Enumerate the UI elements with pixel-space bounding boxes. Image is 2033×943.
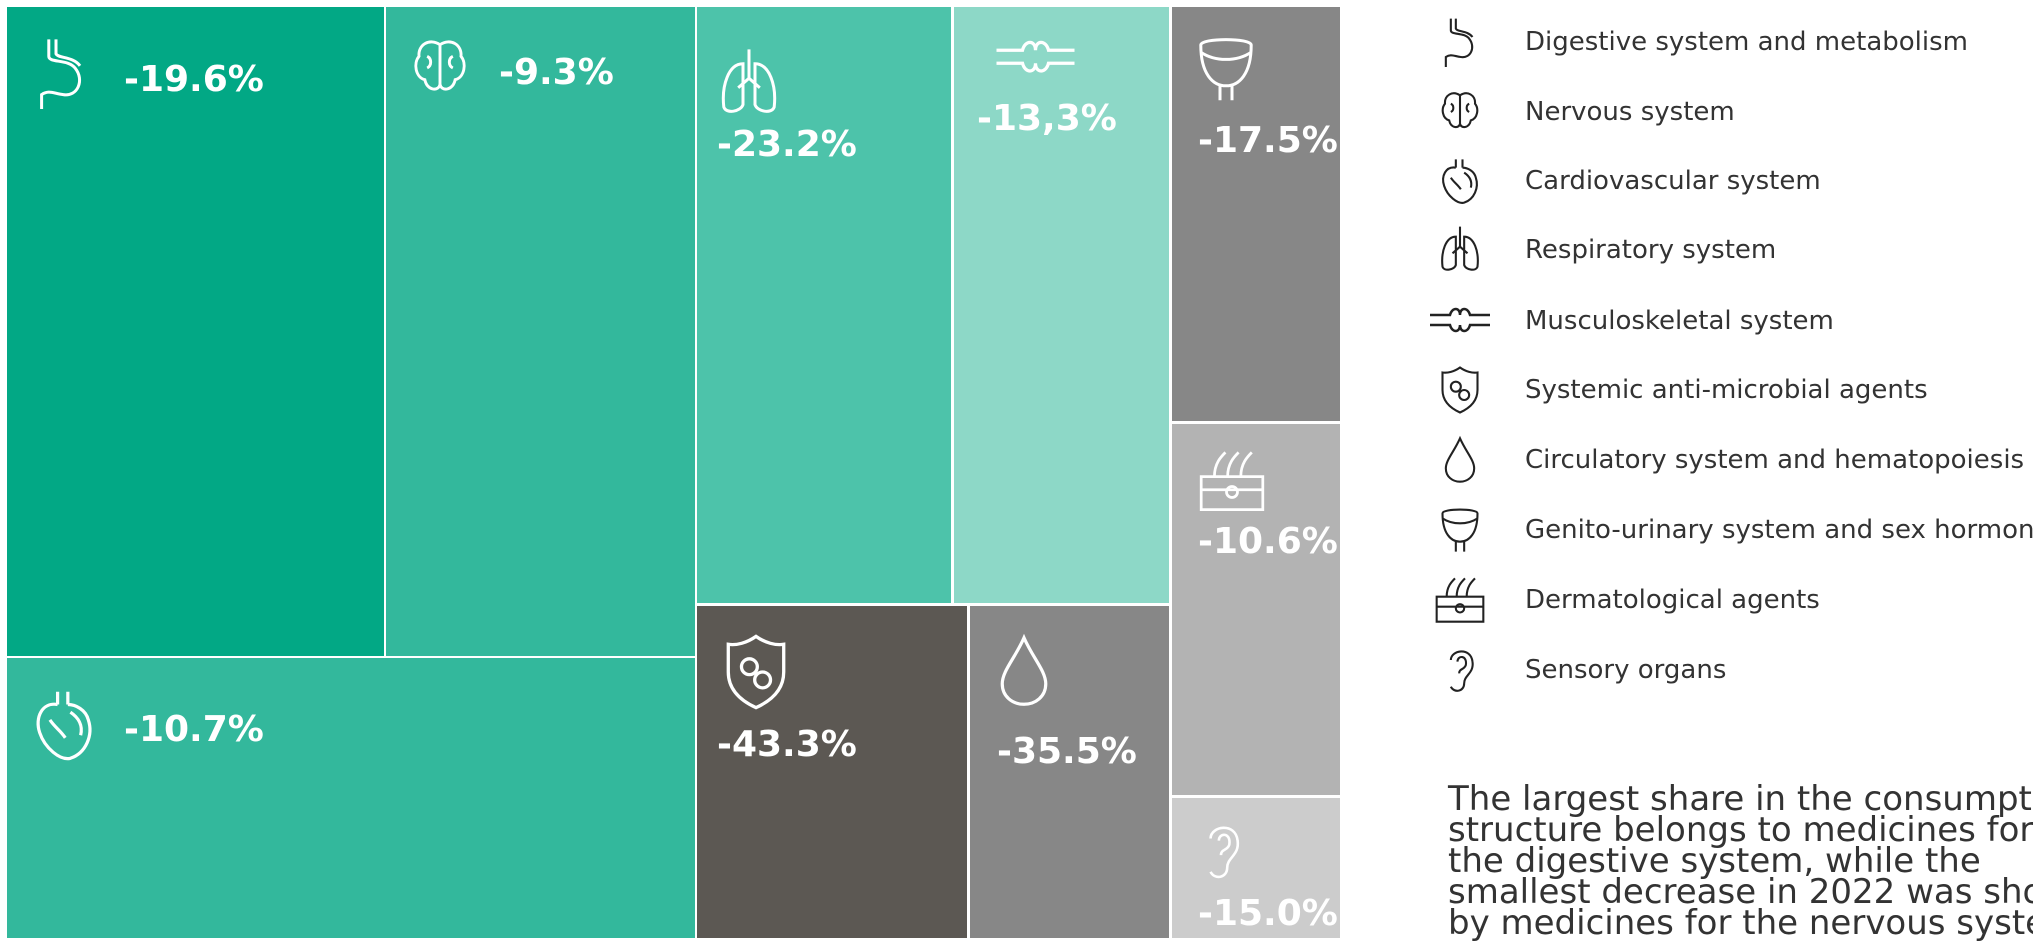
tile-label: -13,3% (977, 98, 1117, 139)
tile: -43.3% (697, 606, 967, 938)
legend-entry: Genito-urinary system and sex hormones (1430, 505, 2033, 555)
note-line: by medicines for the nervous system (1448, 903, 2033, 943)
legend-label: Circulatory system and hematopoiesis (1525, 445, 2025, 475)
icon (1196, 448, 1268, 514)
legend-icon (1430, 156, 1490, 206)
icon (410, 33, 470, 103)
tile-label: -15.0% (1198, 893, 1338, 934)
legend-label: Dermatological agents (1525, 585, 1820, 615)
legend-label: Sensory organs (1525, 655, 1727, 685)
legend-label: Respiratory system (1525, 235, 1777, 265)
legend-icon (1430, 435, 1490, 485)
legend-label: Genito-urinary system and sex hormones (1525, 515, 2033, 545)
note: The largest share in the consumption str… (1448, 779, 2033, 943)
note-line: The largest share in the consumption (1448, 779, 2033, 819)
legend-entry: Circulatory system and hematopoiesis (1430, 435, 2024, 485)
note-line: smallest decrease in 2022 was shown (1448, 872, 2033, 912)
tile-label: -19.6% (124, 59, 264, 100)
tile: -10.7% (7, 658, 695, 938)
legend-icon (1430, 365, 1490, 415)
icon (1196, 33, 1256, 105)
icon (32, 686, 96, 764)
note-line: structure belongs to medicines for (1448, 810, 2033, 850)
tile: -19.6% (7, 7, 384, 656)
icon (723, 632, 789, 712)
tile: -23.2% (697, 7, 951, 603)
icon (992, 628, 1056, 714)
tile: -13,3% (954, 7, 1169, 603)
legend-entry: Digestive system and metabolism (1430, 17, 1968, 67)
icon (719, 47, 779, 119)
tile-label: -35.5% (997, 731, 1137, 772)
tile: -15.0% (1172, 798, 1340, 938)
legend-label: Cardiovascular system (1525, 166, 1821, 196)
tile-label: -23.2% (717, 124, 857, 165)
legend-entry: Systemic anti-microbial agents (1430, 365, 1928, 415)
tile-label: -43.3% (717, 724, 857, 765)
legend-entry: Cardiovascular system (1430, 156, 1821, 206)
tile-label: -10.7% (124, 709, 264, 750)
legend-icon (1430, 296, 1490, 346)
tile: -9.3% (386, 7, 695, 656)
legend-entry: Musculoskeletal system (1430, 296, 1834, 346)
legend-label: Nervous system (1525, 97, 1735, 127)
note-line: the digestive system, while the (1448, 841, 1981, 881)
legend-icon (1430, 575, 1490, 625)
legend-icon (1430, 17, 1490, 67)
legend-icon (1430, 505, 1490, 555)
tile-label: -10.6% (1198, 521, 1338, 562)
legend-label: Musculoskeletal system (1525, 306, 1834, 336)
icon (32, 37, 92, 109)
tile-label: -9.3% (499, 52, 614, 93)
tile: -35.5% (970, 606, 1169, 938)
legend-icon (1430, 225, 1490, 275)
legend-entry: Sensory organs (1430, 645, 1726, 695)
legend-label: Systemic anti-microbial agents (1525, 375, 1928, 405)
legend-entry: Respiratory system (1430, 225, 1776, 275)
legend-entry: Nervous system (1430, 87, 1735, 137)
legend-icon (1430, 645, 1490, 695)
legend-label: Digestive system and metabolism (1525, 27, 1968, 57)
tile: -10.6% (1172, 424, 1340, 795)
icon (1196, 818, 1248, 884)
legend-icon (1430, 87, 1490, 137)
icon (978, 32, 1093, 84)
legend-entry: Dermatological agents (1430, 575, 1820, 625)
tile-label: -17.5% (1198, 120, 1338, 161)
tile: -17.5% (1172, 7, 1340, 421)
